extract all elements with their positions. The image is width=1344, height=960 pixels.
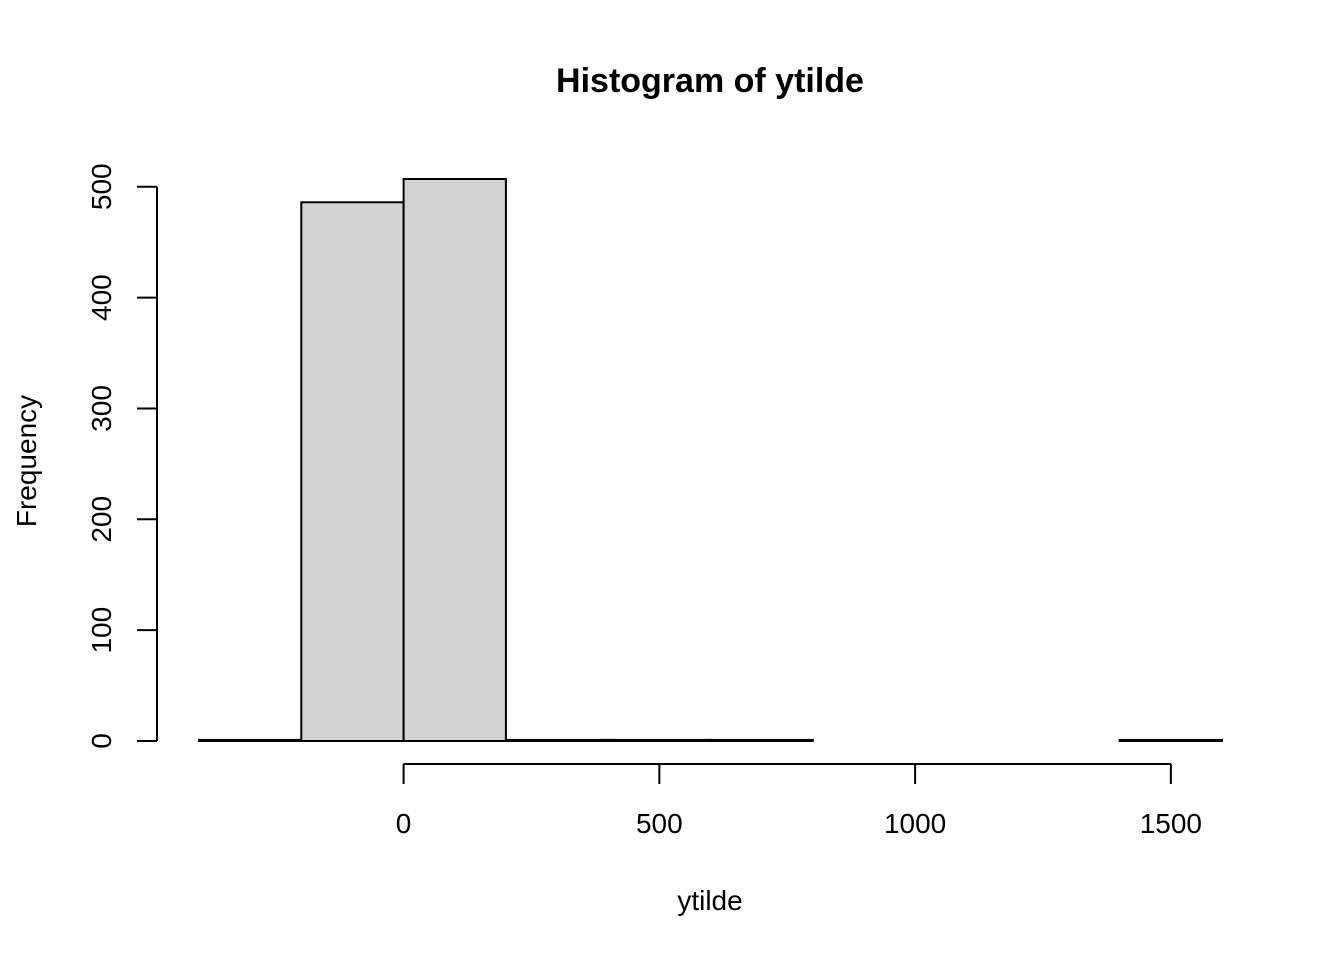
y-tick-label: 300: [86, 385, 117, 432]
x-tick-label: 500: [636, 808, 683, 839]
histogram-bar-9: [1118, 738, 1223, 743]
histogram-bar-3: [504, 738, 610, 743]
bars-group: [198, 178, 1223, 743]
y-tick-label: 0: [86, 733, 117, 749]
x-tick-label: 1500: [1140, 808, 1202, 839]
x-tick-label: 0: [396, 808, 412, 839]
y-axis-label: Frequency: [11, 395, 42, 527]
histogram-bar-2: [402, 178, 507, 742]
histogram-bar-4: [607, 738, 712, 743]
y-tick-label: 100: [86, 607, 117, 654]
chart-title: Histogram of ytilde: [556, 62, 864, 100]
x-axis-label: ytilde: [677, 885, 742, 916]
y-tick-label: 400: [86, 274, 117, 321]
histogram-bar-0: [198, 738, 303, 743]
y-tick-label: 500: [86, 163, 117, 210]
x-tick-label: 1000: [884, 808, 946, 839]
y-tick-label: 200: [86, 496, 117, 543]
y-axis: 0 100 200 300 400 500: [86, 163, 158, 749]
histogram-bar-5: [709, 738, 814, 743]
histogram-bar-1: [300, 201, 405, 743]
x-axis: 0 500 1000 1500: [396, 763, 1202, 839]
